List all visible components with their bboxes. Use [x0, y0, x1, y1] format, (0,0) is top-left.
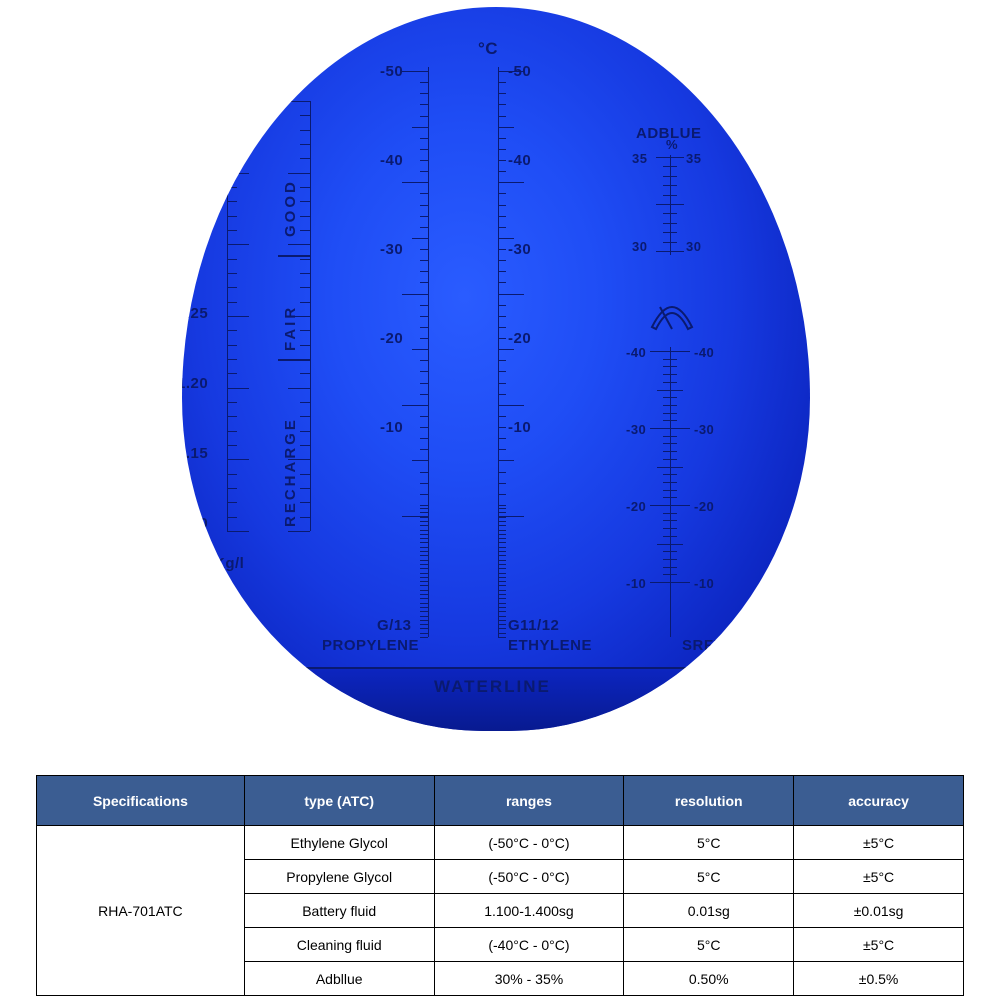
- spec-cell: ±5°C: [794, 928, 964, 962]
- srfi-r: -40: [694, 345, 714, 360]
- adblue-l: 35: [632, 151, 647, 166]
- srfi-l: -40: [626, 345, 646, 360]
- th-ranges: ranges: [434, 776, 624, 826]
- th-type: type (ATC): [244, 776, 434, 826]
- spec-header-row: Specifications type (ATC) ranges resolut…: [37, 776, 964, 826]
- table-row: RHA-701ATCEthylene Glycol(-50°C - 0°C)5°…: [37, 826, 964, 860]
- srfi-label: SRFI: [682, 637, 718, 654]
- spec-cell: ±0.5%: [794, 962, 964, 996]
- spec-cell: Propylene Glycol: [244, 860, 434, 894]
- kg-major: 1.20: [182, 375, 208, 392]
- kg-major: 1.25: [182, 305, 208, 322]
- battery-icon: − +: [244, 60, 298, 94]
- spec-cell: ±0.01sg: [794, 894, 964, 928]
- zone-good: GOOD: [282, 117, 299, 237]
- spec-table: Specifications type (ATC) ranges resolut…: [36, 775, 964, 996]
- zone-fair: FAIR: [282, 261, 299, 351]
- spec-cell: Adbllue: [244, 962, 434, 996]
- eth-major: -10: [508, 419, 531, 436]
- refractometer-scope: − + °C 1.40 1.35 1.30 1.25 1.20 1.15 1.1…: [182, 7, 810, 731]
- scope-background: − + °C 1.40 1.35 1.30 1.25 1.20 1.15 1.1…: [182, 7, 810, 731]
- th-res: resolution: [624, 776, 794, 826]
- adblue-r: 30: [686, 239, 701, 254]
- spec-cell: 5°C: [624, 928, 794, 962]
- srfi-r: -20: [694, 499, 714, 514]
- kg-major: 1.40: [182, 95, 208, 112]
- srfi-r: -30: [694, 422, 714, 437]
- unit-celsius: °C: [478, 39, 498, 59]
- kg-major: 1.30: [182, 235, 208, 252]
- spec-cell: Battery fluid: [244, 894, 434, 928]
- spec-cell: Ethylene Glycol: [244, 826, 434, 860]
- srfi-l: -20: [626, 499, 646, 514]
- prop-major: -50: [380, 63, 403, 80]
- prop-major: -40: [380, 152, 403, 169]
- zone-recharge: RECHARGE: [282, 367, 299, 527]
- eth-major: -20: [508, 330, 531, 347]
- spec-cell: ±5°C: [794, 826, 964, 860]
- srfi-l: -30: [626, 422, 646, 437]
- eth-g11: G11/12: [508, 617, 559, 634]
- th-acc: accuracy: [794, 776, 964, 826]
- prop-major: -10: [380, 419, 403, 436]
- wiper-icon: [648, 293, 696, 333]
- spec-cell: 5°C: [624, 860, 794, 894]
- kg-unit: Kg/l: [214, 555, 244, 572]
- spec-cell: 30% - 35%: [434, 962, 624, 996]
- adblue-pct: %: [666, 137, 678, 152]
- prop-major: -30: [380, 241, 403, 258]
- spec-cell: (-40°C - 0°C): [434, 928, 624, 962]
- srfi-r: -10: [694, 576, 714, 591]
- prop-label: PROPYLENE: [322, 637, 419, 654]
- prop-major: -20: [380, 330, 403, 347]
- model-cell: RHA-701ATC: [37, 826, 245, 996]
- srfi-l: -10: [626, 576, 646, 591]
- spec-cell: 0.50%: [624, 962, 794, 996]
- eth-major: -40: [508, 152, 531, 169]
- eth-label: ETHYLENE: [508, 637, 592, 654]
- kg-major: 1.10: [182, 515, 208, 532]
- spec-cell: 1.100-1.400sg: [434, 894, 624, 928]
- spec-cell: 0.01sg: [624, 894, 794, 928]
- adblue-l: 30: [632, 239, 647, 254]
- kg-major: 1.15: [182, 445, 208, 462]
- spec-cell: 5°C: [624, 826, 794, 860]
- kg-major: 1.35: [182, 165, 208, 182]
- spec-cell: ±5°C: [794, 860, 964, 894]
- spec-cell: (-50°C - 0°C): [434, 826, 624, 860]
- prop-g13: G/13: [377, 617, 412, 634]
- adblue-r: 35: [686, 151, 701, 166]
- eth-major: -30: [508, 241, 531, 258]
- th-spec: Specifications: [37, 776, 245, 826]
- waterline-label: WATERLINE: [434, 677, 551, 697]
- spec-cell: Cleaning fluid: [244, 928, 434, 962]
- spec-cell: (-50°C - 0°C): [434, 860, 624, 894]
